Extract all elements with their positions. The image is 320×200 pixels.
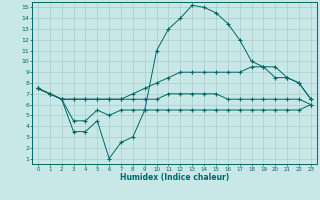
X-axis label: Humidex (Indice chaleur): Humidex (Indice chaleur) (120, 173, 229, 182)
